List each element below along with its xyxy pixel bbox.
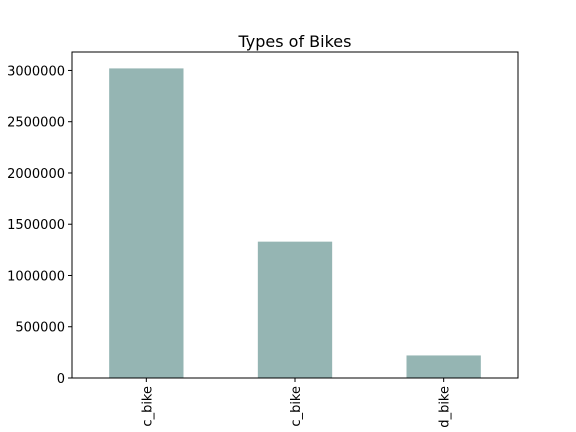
x-tick-label-2: d_bike bbox=[438, 386, 453, 428]
y-tick-label-5: 2500000 bbox=[7, 116, 65, 131]
y-tick-label-2: 1000000 bbox=[7, 269, 65, 284]
bar-0 bbox=[109, 68, 184, 378]
bars-group bbox=[109, 68, 481, 378]
x-axis: c_bike c_bike d_bike bbox=[140, 378, 453, 428]
x-tick-label-1: c_bike bbox=[289, 386, 304, 427]
y-tick-label-6: 3000000 bbox=[7, 64, 65, 79]
y-tick-label-3: 1500000 bbox=[7, 218, 65, 233]
x-tick-label-0: c_bike bbox=[140, 386, 155, 427]
chart-title: Types of Bikes bbox=[238, 32, 352, 51]
y-tick-label-1: 500000 bbox=[15, 321, 65, 336]
y-axis: 0 500000 1000000 1500000 2000000 2500000 30000… bbox=[7, 64, 72, 387]
y-tick-label-4: 2000000 bbox=[7, 167, 65, 182]
y-tick-label-0: 0 bbox=[57, 372, 65, 387]
bar-2 bbox=[406, 355, 481, 378]
bar-1 bbox=[257, 241, 333, 378]
plot-frame bbox=[71, 51, 519, 379]
